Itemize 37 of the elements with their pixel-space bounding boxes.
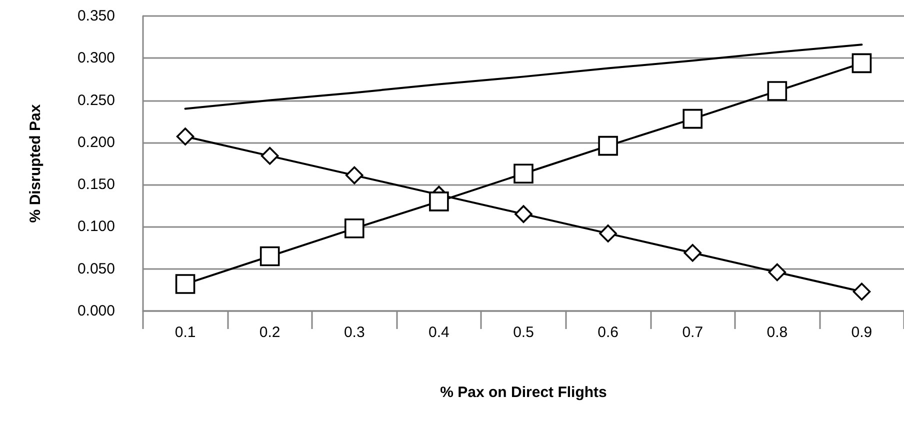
point <box>682 108 703 129</box>
point <box>345 166 364 184</box>
x-tick-label: 0.2 <box>259 324 280 341</box>
y-tick-label: 0.250 <box>77 92 115 109</box>
point <box>767 81 788 101</box>
y-tick-label: 0.000 <box>77 302 115 320</box>
y-tick-label: 0.350 <box>77 8 115 24</box>
x-tick-label: 0.5 <box>513 324 534 341</box>
point <box>852 53 872 74</box>
x-tick-label: 0.3 <box>344 324 365 341</box>
point <box>260 147 279 165</box>
point <box>176 128 194 146</box>
x-axis-title: % Pax on Direct Flights <box>440 384 607 401</box>
point <box>684 244 702 262</box>
y-tick-label: 0.050 <box>77 260 115 278</box>
y-tick-label: 0.100 <box>77 218 115 236</box>
point <box>344 218 364 238</box>
point <box>429 192 449 212</box>
x-tick-label: 0.1 <box>174 324 196 341</box>
x-tick-label: 0.8 <box>766 324 788 341</box>
y-tick-label: 0.150 <box>77 176 115 194</box>
x-tick-label: 0.7 <box>682 324 704 341</box>
x-tick-label: 0.4 <box>428 324 450 341</box>
point <box>514 205 532 223</box>
y-tick-label: 0.300 <box>77 50 115 67</box>
point <box>514 164 534 184</box>
point <box>599 224 617 242</box>
point <box>768 263 786 282</box>
line-series <box>184 44 863 110</box>
y-tick-label: 0.200 <box>77 134 115 151</box>
point <box>852 282 871 301</box>
y-axis-title: % Disrupted Pax <box>27 104 44 223</box>
x-tick-label: 0.9 <box>851 324 872 341</box>
point <box>260 246 280 266</box>
point <box>598 136 618 156</box>
x-tick-label: 0.6 <box>598 324 618 341</box>
point <box>175 274 196 294</box>
